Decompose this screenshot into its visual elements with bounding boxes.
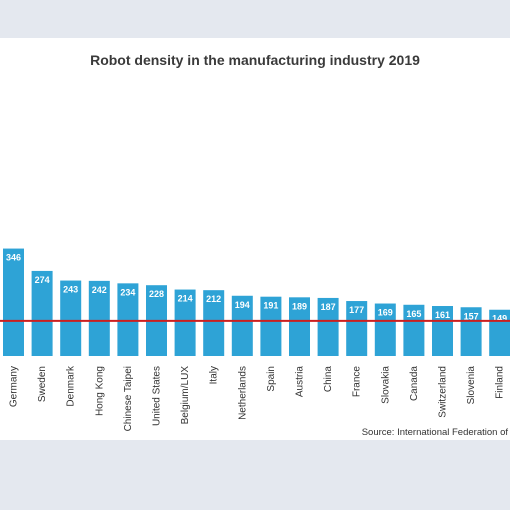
- x-tick-label: Belgium/LUX: [180, 366, 191, 425]
- bar: [346, 301, 368, 356]
- x-tick-label: Finland: [495, 366, 506, 399]
- bar: [174, 289, 196, 356]
- bar-value-label: 191: [263, 301, 278, 311]
- bar: [117, 283, 139, 356]
- x-tick-label: Spain: [266, 366, 277, 392]
- bar-value-label: 194: [235, 300, 250, 310]
- bar-value-label: 274: [35, 275, 50, 285]
- bar: [403, 304, 425, 356]
- bar: [460, 307, 482, 356]
- bar: [88, 280, 110, 356]
- bar-value-label: 149: [492, 314, 507, 324]
- bar: [3, 248, 24, 356]
- bar: [374, 303, 396, 356]
- x-tick-label: Italy: [209, 366, 220, 384]
- x-tick-label: United States: [152, 366, 163, 426]
- x-tick-label: Slovakia: [380, 366, 391, 404]
- bar-value-label: 214: [178, 294, 193, 304]
- bar-value-label: 189: [292, 301, 307, 311]
- bar: [31, 270, 53, 356]
- chart-title: Robot density in the manufacturing indus…: [90, 52, 420, 68]
- x-tick-label: China: [323, 366, 334, 393]
- bar-value-label: 165: [406, 309, 421, 319]
- x-tick-label: Switzerland: [438, 366, 449, 418]
- bar-value-label: 161: [435, 310, 450, 320]
- slide-panel: Robot density in the manufacturing indus…: [0, 38, 510, 440]
- x-tick-label: Denmark: [66, 365, 77, 407]
- bar: [60, 280, 82, 356]
- x-tick-label: Germany: [9, 366, 20, 407]
- bar: [260, 296, 282, 356]
- source-note: Source: International Federation of: [361, 427, 508, 438]
- x-tick-label: France: [352, 366, 363, 398]
- bar: [231, 295, 253, 356]
- bar: [203, 290, 225, 356]
- x-tick-label: Netherlands: [237, 366, 248, 420]
- x-tick-label: Chinese Taipei: [123, 366, 134, 431]
- bar-value-label: 157: [464, 311, 479, 321]
- bar-value-label: 242: [92, 285, 107, 295]
- bar-chart: 346 Germany 274 Sweden 243 Denmark 242 Hong Kon…: [0, 248, 510, 431]
- bar-value-label: 212: [206, 294, 221, 304]
- bar: [289, 297, 310, 356]
- x-tick-label: Hong Kong: [94, 366, 105, 416]
- bar-value-label: 346: [6, 253, 21, 263]
- x-tick-label: Sweden: [37, 366, 48, 402]
- bar: [317, 297, 339, 356]
- bar-value-label: 169: [378, 308, 393, 318]
- bar-value-label: 187: [321, 302, 336, 312]
- x-tick-label: Austria: [295, 366, 306, 398]
- bar-value-label: 234: [120, 287, 135, 297]
- bar-value-label: 243: [63, 285, 78, 295]
- bar-value-label: 228: [149, 289, 164, 299]
- x-tick-label: Canada: [409, 366, 420, 401]
- bar: [432, 306, 453, 356]
- x-tick-label: Slovenia: [466, 366, 477, 405]
- bar-value-label: 177: [349, 305, 364, 315]
